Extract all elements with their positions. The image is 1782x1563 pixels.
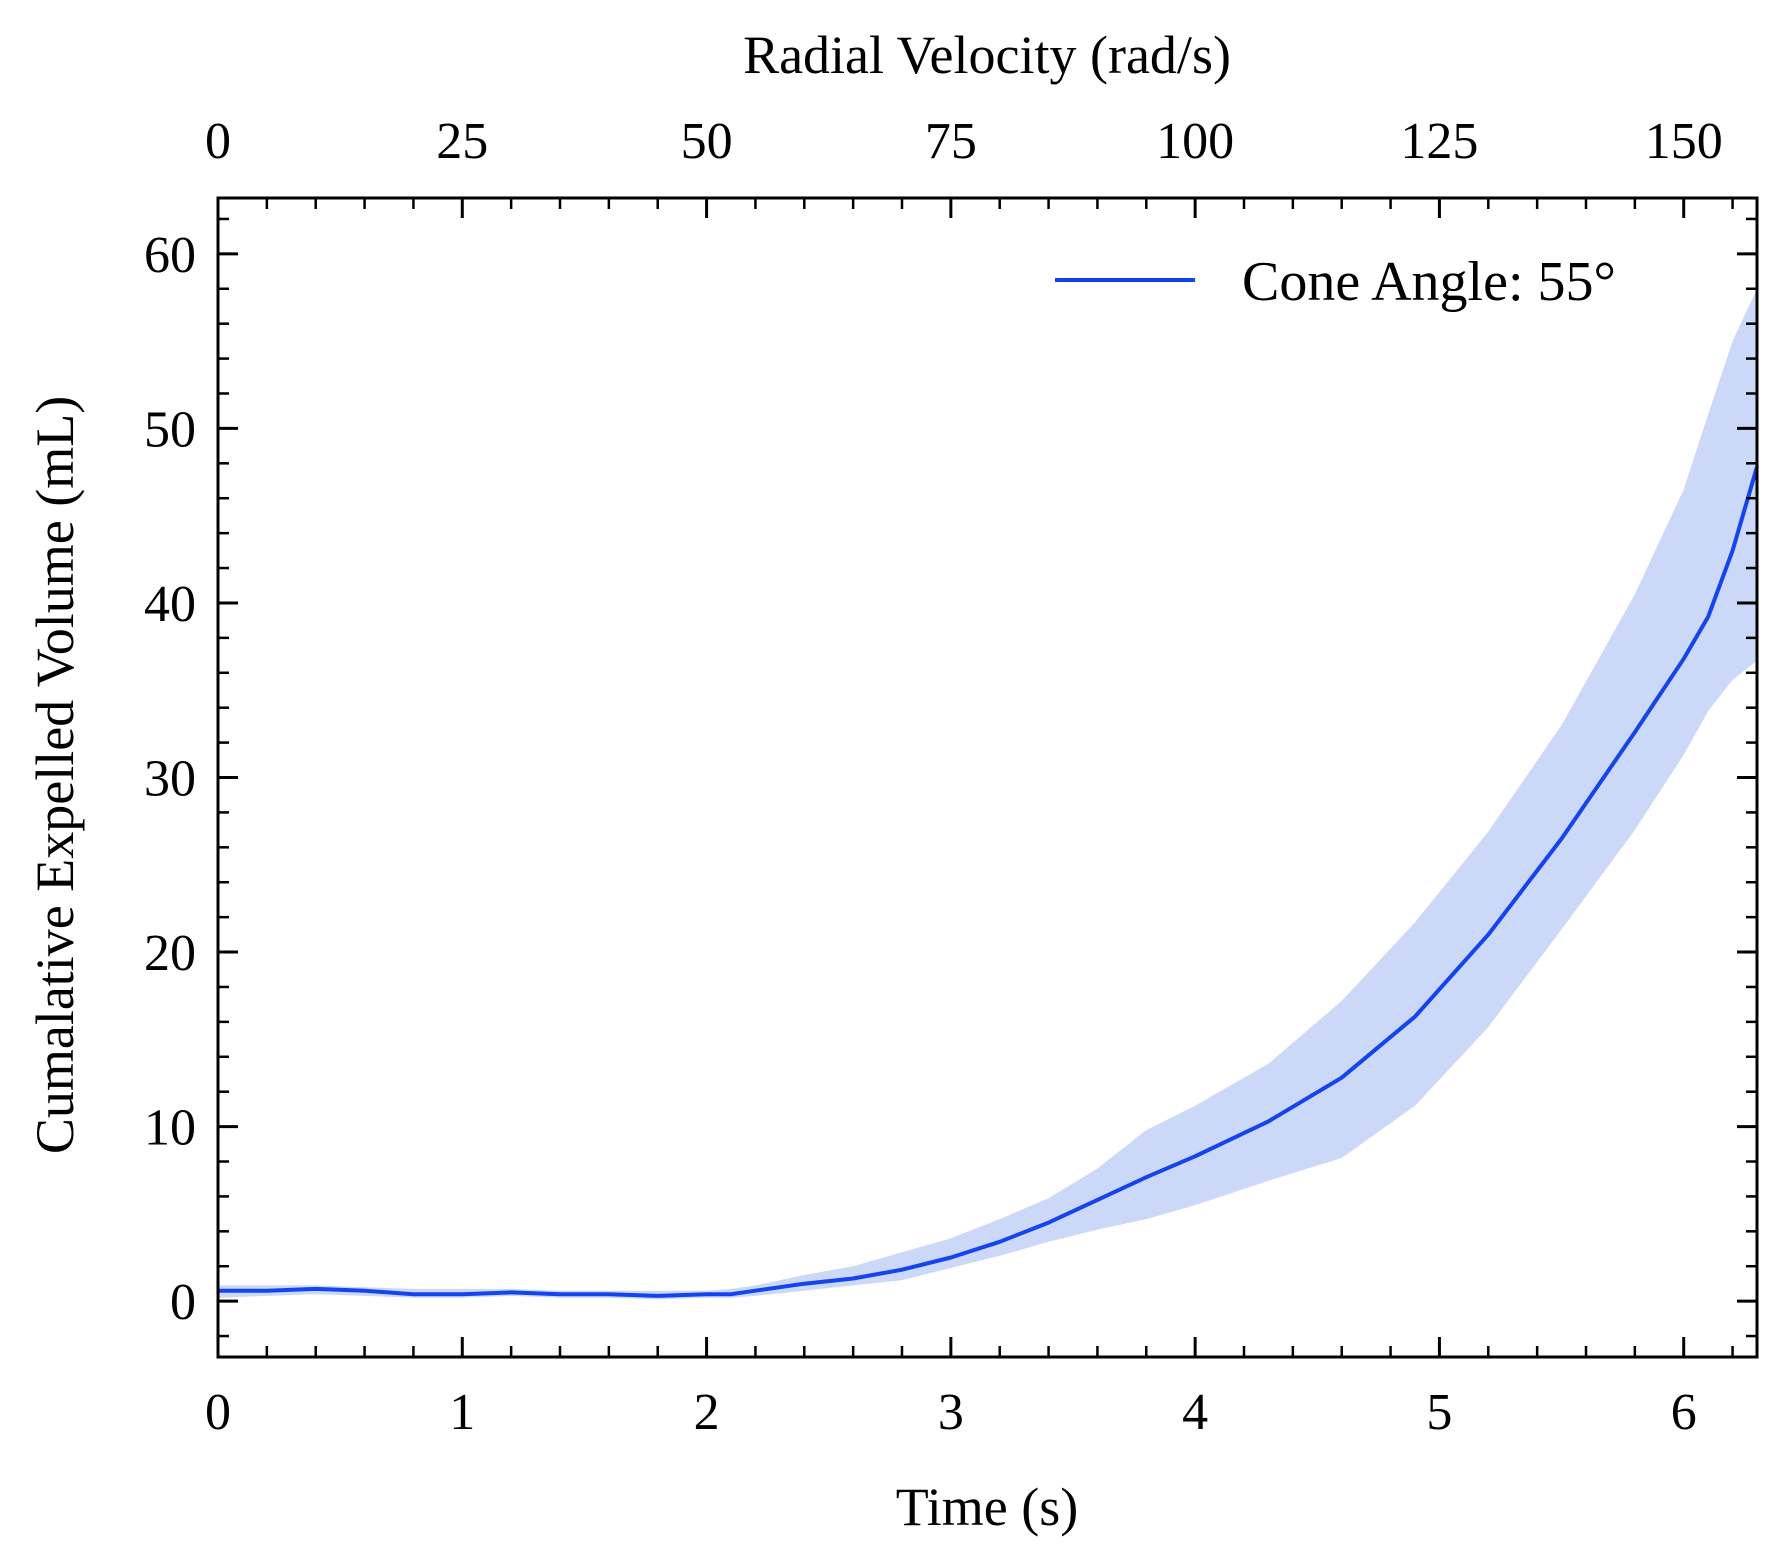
y-tick-label: 40 (144, 576, 196, 633)
y-tick-label: 20 (144, 925, 196, 982)
y-tick-label: 30 (144, 751, 196, 808)
series-line-layer (218, 466, 1759, 1298)
x-tick-label: 3 (938, 1384, 964, 1441)
confidence-band (218, 288, 1757, 1300)
y-tick-label: 50 (144, 401, 196, 458)
x-tick-label: 6 (1671, 1384, 1697, 1441)
top-x-axis-title: Radial Velocity (rad/s) (743, 25, 1231, 85)
x-axis-title: Time (s) (896, 1477, 1079, 1537)
confidence-band-layer (218, 288, 1757, 1300)
x-tick-label: 4 (1182, 1384, 1208, 1441)
y-tick-label: 10 (144, 1100, 196, 1157)
x-tick-label: 5 (1426, 1384, 1452, 1441)
axes-layer (216, 196, 1759, 1359)
top-x-tick-label: 75 (925, 113, 977, 170)
legend-label: Cone Angle: 55° (1242, 251, 1616, 313)
top-x-tick-label: 125 (1400, 113, 1478, 170)
legend: Cone Angle: 55° (1055, 251, 1616, 313)
y-tick-label: 60 (144, 227, 196, 284)
top-x-tick-label: 50 (681, 113, 733, 170)
top-x-tick-label: 25 (436, 113, 488, 170)
x-tick-label: 0 (205, 1384, 231, 1441)
x-tick-label: 2 (694, 1384, 720, 1441)
series-line (218, 466, 1759, 1298)
top-x-tick-label: 100 (1156, 113, 1234, 170)
top-x-tick-label: 150 (1645, 113, 1723, 170)
y-tick-label: 0 (170, 1274, 196, 1331)
y-axis-title: Cumalative Expelled Volume (mL) (25, 396, 85, 1154)
top-x-tick-label: 0 (205, 113, 231, 170)
x-tick-label: 1 (449, 1384, 475, 1441)
